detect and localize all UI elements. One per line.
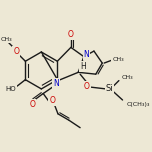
Text: CH₃: CH₃ — [122, 75, 133, 80]
Text: CH₃: CH₃ — [112, 57, 124, 62]
Text: O: O — [84, 82, 90, 91]
Text: N: N — [53, 79, 59, 88]
Text: O: O — [68, 30, 74, 39]
Text: C(CH₃)₃: C(CH₃)₃ — [126, 102, 150, 107]
Text: O: O — [50, 96, 55, 105]
Text: N: N — [84, 50, 89, 59]
Text: HO: HO — [5, 86, 16, 92]
Text: CH₃: CH₃ — [0, 37, 12, 42]
Text: O: O — [29, 100, 35, 109]
Text: O: O — [13, 47, 19, 56]
Text: Si: Si — [106, 84, 113, 93]
Text: H: H — [80, 62, 86, 71]
